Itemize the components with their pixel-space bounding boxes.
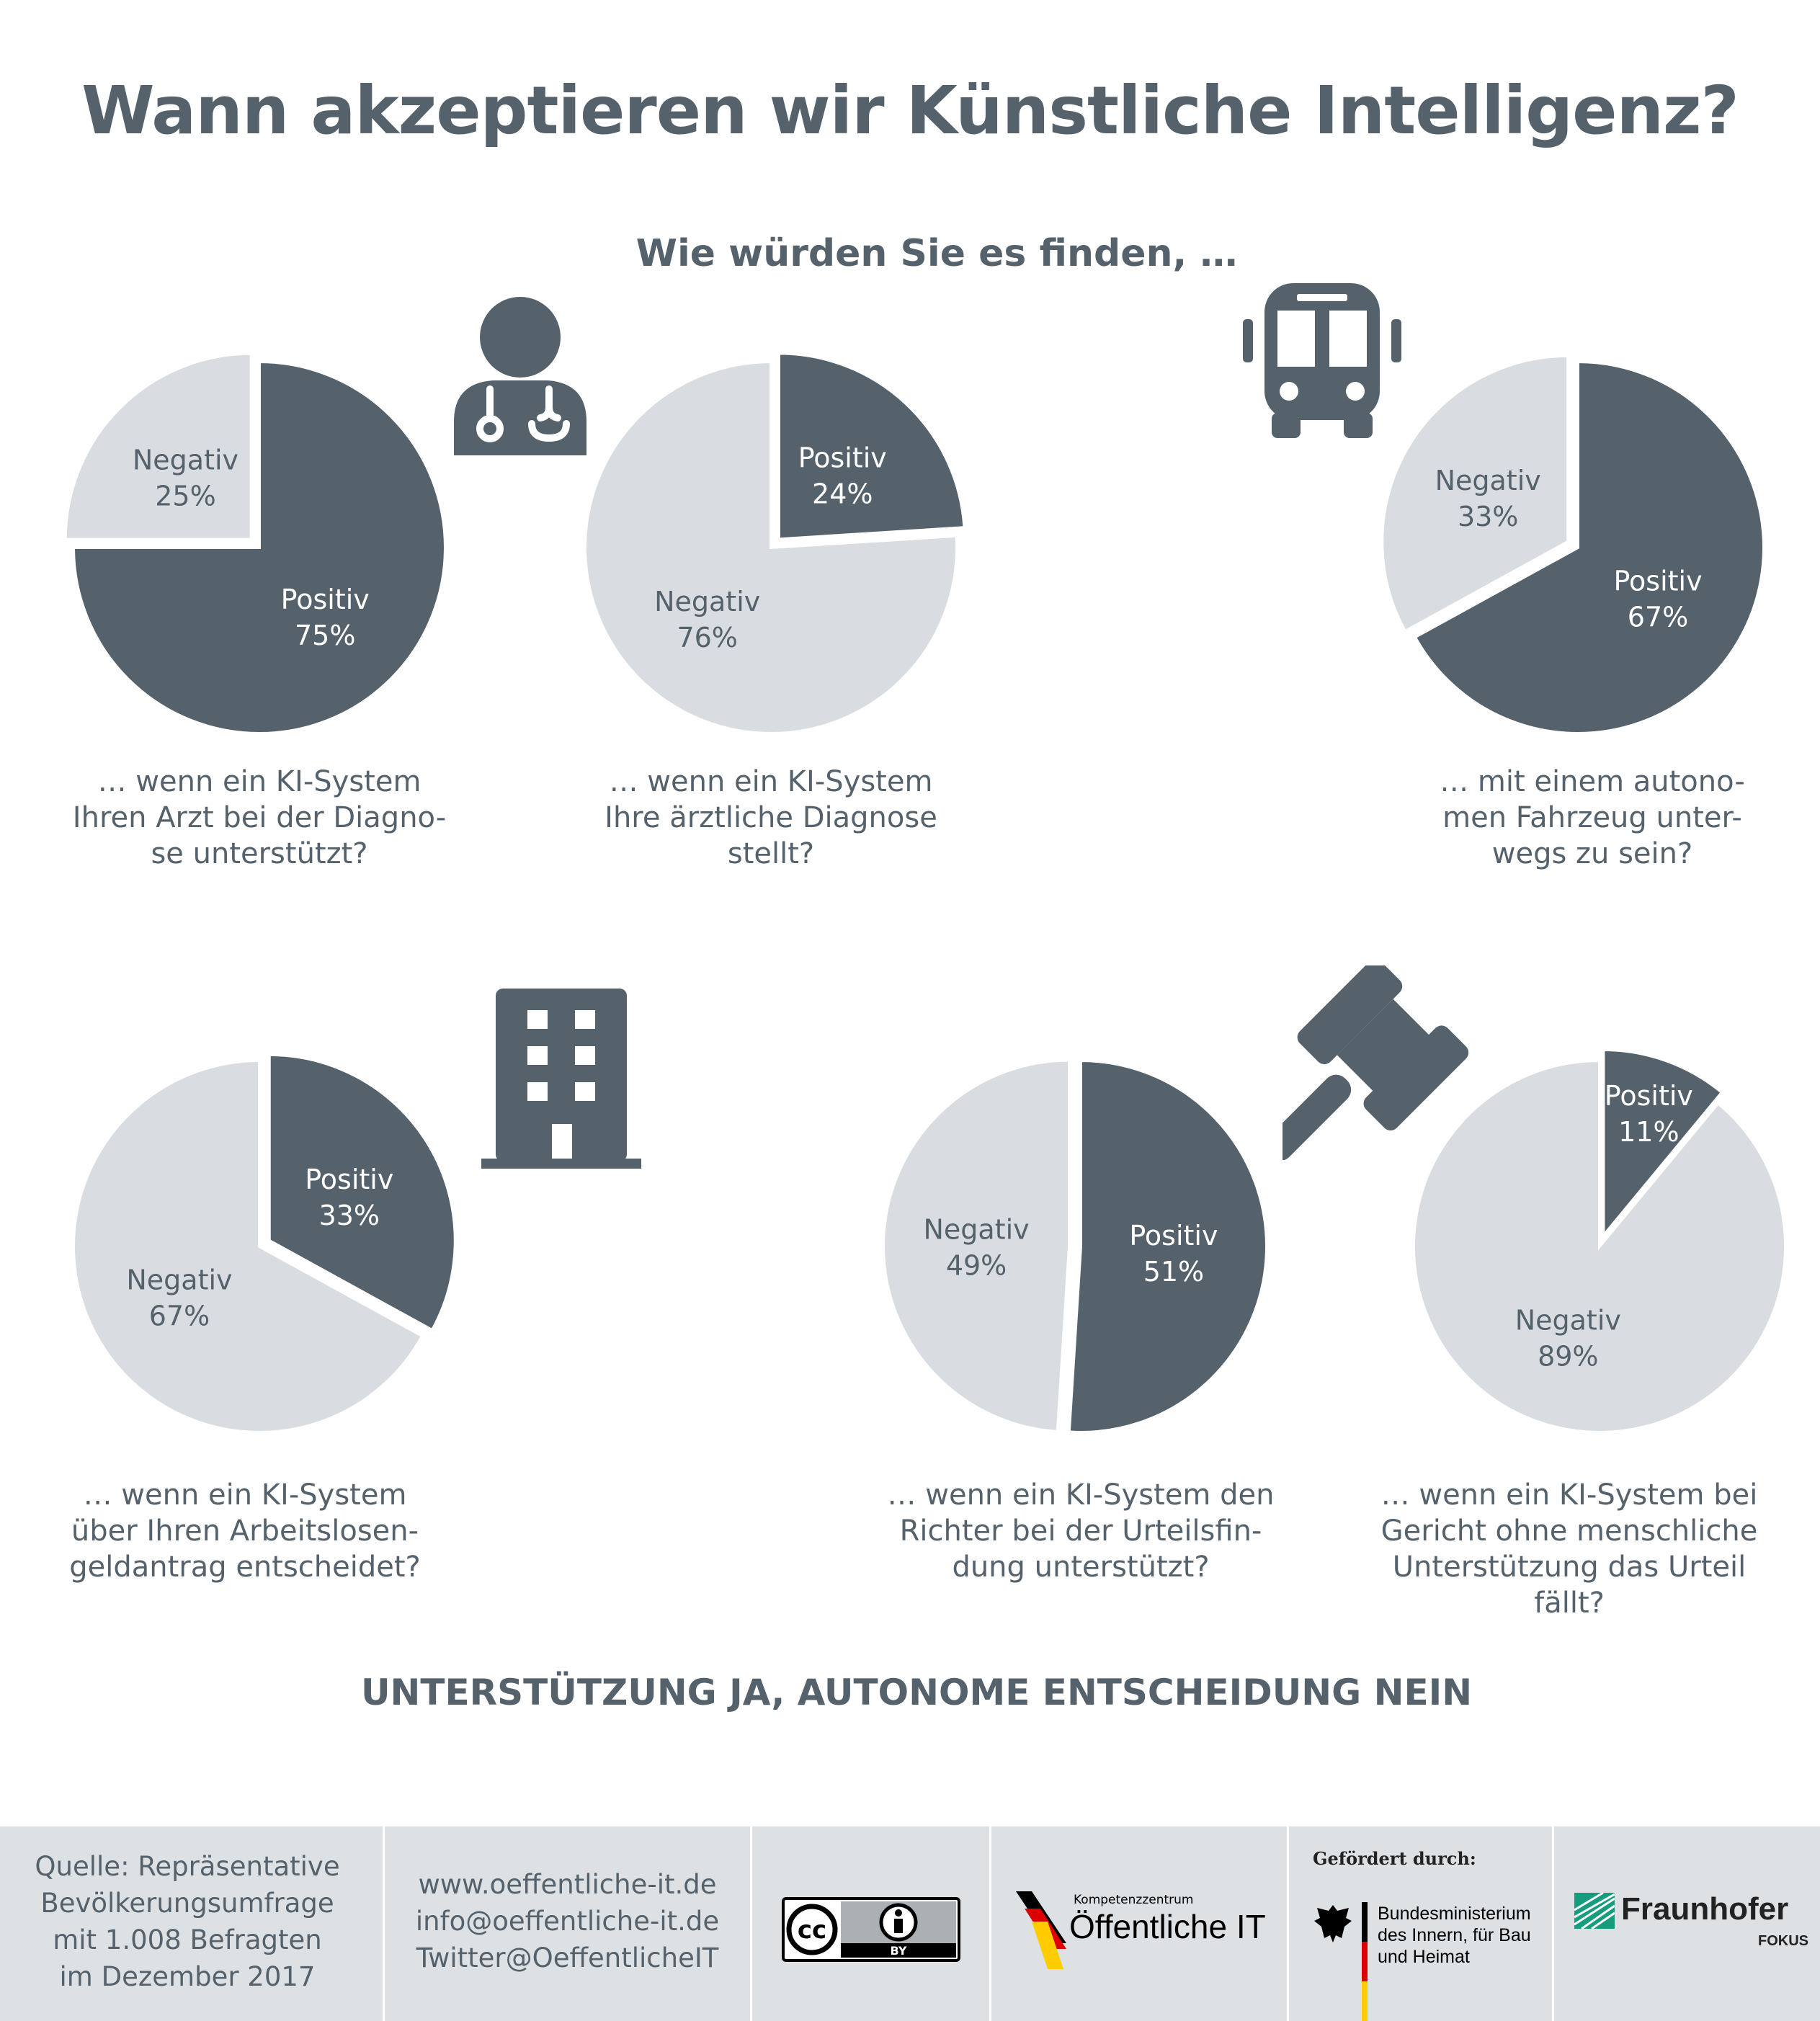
source-line-3: mit 1.008 Befragten [53, 1924, 322, 1955]
question-caption-2: … wenn ein KI-System Ihre ärztliche Diag… [605, 765, 937, 870]
pie-slice-positiv [267, 1053, 457, 1332]
slice-percent-negativ: 76% [677, 622, 737, 653]
slice-percent-negativ: 67% [149, 1301, 210, 1332]
slice-label-positiv: Positiv [798, 442, 887, 473]
pie-slice-negativ [72, 1058, 424, 1434]
twitter-link[interactable]: Twitter@OeffentlicheIT [416, 1942, 719, 1973]
slice-percent-positiv: 51% [1143, 1256, 1204, 1288]
slice-percent-negativ: 89% [1538, 1340, 1598, 1372]
ministry-flag-bar [1362, 1902, 1368, 2021]
website-link[interactable]: www.oeffentliche-it.de [418, 1869, 717, 1900]
doctor-icon [454, 297, 586, 455]
pie-slice-positiv [1602, 1048, 1724, 1240]
pie-chart-arzt-unterstuetzung: Positiv 75% Negativ 25% [63, 352, 447, 735]
slice-label-negativ: Negativ [133, 444, 238, 476]
pie-chart-autonomes-fahrzeug: Positiv 67% Negativ 33% [1380, 354, 1765, 735]
pie-slice-negativ [882, 1058, 1071, 1434]
source-line-1: Quelle: Repräsentative [35, 1851, 340, 1882]
footer-divider [1287, 1826, 1289, 2021]
slice-percent-negativ: 25% [155, 480, 215, 512]
cc-by-text: BY [891, 1944, 907, 1958]
slice-label-negativ: Negativ [923, 1213, 1029, 1245]
pie-slice-negativ [1380, 354, 1570, 633]
ministry-line-2: des Innern, für Bau [1378, 1925, 1531, 1945]
slice-percent-positiv: 24% [812, 478, 873, 509]
slice-percent-negativ: 33% [1458, 501, 1518, 532]
ministry-line-3: und Heimat [1378, 1947, 1470, 1967]
slice-label-negativ: Negativ [1515, 1304, 1621, 1336]
slice-label-positiv: Positiv [305, 1164, 393, 1195]
slice-label-negativ: Negativ [654, 586, 760, 617]
slice-percent-positiv: 11% [1618, 1116, 1679, 1148]
source-note: Quelle: Repräsentative Bevölkerungsumfra… [14, 1848, 360, 1995]
footer-divider [989, 1826, 991, 2021]
footer-divider [750, 1826, 752, 2021]
conclusion-text: UNTERSTÜTZUNG JA, AUTONOME ENTSCHEIDUNG … [360, 1672, 1473, 1713]
question-caption-4: … wenn ein KI-System über Ihren Arbeitsl… [69, 1478, 421, 1584]
pie-slice-positiv [1413, 360, 1765, 735]
slice-percent-positiv: 67% [1628, 602, 1688, 633]
building-icon [481, 989, 641, 1169]
funded-by-label: Gefördert durch: [1313, 1848, 1476, 1869]
pie-chart-aerztliche-diagnose: Positiv 24% Negativ 76% [584, 352, 966, 735]
slice-label-positiv: Positiv [1129, 1220, 1218, 1252]
footer-divider [1552, 1826, 1554, 2021]
federal-eagle-icon [1314, 1905, 1352, 1942]
oeffentliche-it-logo-text: Öffentliche IT [1069, 1908, 1266, 1945]
cc-by-license-icon: cc BY [782, 1897, 960, 1962]
slice-label-positiv: Positiv [1613, 566, 1702, 597]
source-line-2: Bevölkerungsumfrage [40, 1888, 334, 1919]
fraunhofer-wordmark: Fraunhofer [1621, 1891, 1789, 1927]
pie-chart-richter-unterstuetzung: Positiv 51% Negativ 49% [882, 1058, 1268, 1434]
question-caption-1: … wenn ein KI-System Ihren Arzt bei der … [72, 765, 447, 870]
source-line-4: im Dezember 2017 [59, 1961, 316, 1992]
slice-label-positiv: Positiv [1605, 1080, 1693, 1112]
slice-label-negativ: Negativ [1435, 465, 1541, 496]
pie-chart-arbeitslosengeld: Positiv 33% Negativ 67% [72, 1053, 457, 1434]
pie-slice-positiv [71, 360, 447, 735]
question-caption-3: … mit einem autono- men Fahrzeug unter- … [1440, 765, 1745, 870]
pie-slice-negativ [1412, 1058, 1787, 1434]
svg-text:cc: cc [798, 1916, 826, 1945]
bus-icon [1243, 283, 1401, 438]
fraunhofer-logo-icon [1574, 1893, 1615, 1929]
kompetenzzentrum-label: Kompetenzzentrum [1074, 1893, 1194, 1907]
slice-percent-negativ: 49% [946, 1249, 1007, 1281]
ministry-name: Bundesministerium des Innern, für Bau un… [1378, 1903, 1531, 1968]
pie-slice-negativ [584, 360, 958, 735]
pie-slice-positiv [777, 352, 966, 541]
fokus-label: FOKUS [1758, 1933, 1808, 1949]
question-caption-5: … wenn ein KI-System den Richter bei der… [887, 1478, 1275, 1584]
question-caption-6: … wenn ein KI-System bei Gericht ohne me… [1380, 1478, 1758, 1620]
contact-info: www.oeffentliche-it.de info@oeffentliche… [385, 1866, 749, 1976]
page-title: Wann akzeptieren wir Künstliche Intellig… [81, 72, 1739, 149]
slice-label-negativ: Negativ [126, 1264, 232, 1296]
kompetenzzentrum-flag-icon [1016, 1891, 1066, 1969]
footer: Quelle: Repräsentative Bevölkerungsumfra… [0, 1826, 1820, 2021]
ministry-line-1: Bundesministerium [1378, 1904, 1531, 1924]
pie-slice-negativ [63, 352, 253, 541]
pie-slice-positiv [1067, 1058, 1268, 1434]
slice-percent-positiv: 75% [295, 620, 355, 651]
slice-percent-positiv: 33% [319, 1200, 380, 1231]
email-link[interactable]: info@oeffentliche-it.de [415, 1906, 720, 1937]
slice-label-positiv: Positiv [281, 584, 370, 615]
footer-divider [383, 1826, 385, 2021]
gavel-icon [1283, 965, 1469, 1160]
pie-chart-gericht-urteil: Positiv 11% Negativ 89% [1412, 1048, 1787, 1434]
question-intro: Wie würden Sie es finden, … [635, 232, 1238, 275]
